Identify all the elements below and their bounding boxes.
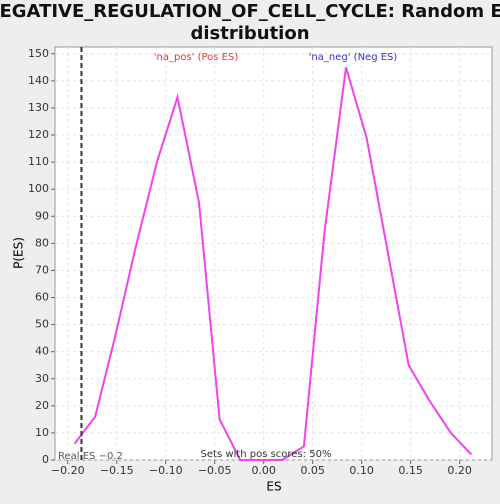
y-tick-label: 50 <box>35 318 49 331</box>
x-tick-label: 0.05 <box>300 464 325 477</box>
annotation: 'na_pos' (Pos ES) <box>154 52 239 63</box>
y-tick-label: 60 <box>35 291 49 304</box>
y-tick-label: 90 <box>35 209 49 222</box>
plot-area <box>54 46 493 461</box>
real-es-label: Real ES −0.2 <box>58 451 123 462</box>
y-tick-label: 130 <box>28 101 49 114</box>
y-tick-label: 0 <box>42 453 49 466</box>
x-tick-label: −0.15 <box>100 464 134 477</box>
annotation: 'na_neg' (Neg ES) <box>309 52 398 63</box>
x-axis-label: ES <box>266 480 281 494</box>
y-tick-label: 20 <box>35 399 49 412</box>
x-tick-label: −0.20 <box>51 464 85 477</box>
x-tick-label: −0.05 <box>198 464 232 477</box>
y-tick-label: 80 <box>35 236 49 249</box>
y-tick-label: 120 <box>28 128 49 141</box>
y-tick-label: 30 <box>35 372 49 385</box>
y-tick-label: 70 <box>35 263 49 276</box>
y-tick-label: 110 <box>28 155 49 168</box>
y-tick-label: 150 <box>28 47 49 60</box>
annotation: Sets with pos scores: 50% <box>201 449 332 460</box>
y-tick-label: 100 <box>28 182 49 195</box>
x-tick-label: 0.00 <box>251 464 276 477</box>
x-tick-label: 0.20 <box>447 464 472 477</box>
x-tick-label: 0.10 <box>349 464 374 477</box>
y-tick-label: 10 <box>35 426 49 439</box>
x-tick-label: 0.15 <box>398 464 423 477</box>
y-tick-label: 40 <box>35 345 49 358</box>
y-axis-label: P(ES) <box>12 237 26 269</box>
chart-title: NEGATIVE_REGULATION_OF_CELL_CYCLE: Rando… <box>0 1 500 44</box>
y-tick-label: 140 <box>28 74 49 87</box>
data-line <box>73 67 473 461</box>
x-tick-label: −0.10 <box>149 464 183 477</box>
